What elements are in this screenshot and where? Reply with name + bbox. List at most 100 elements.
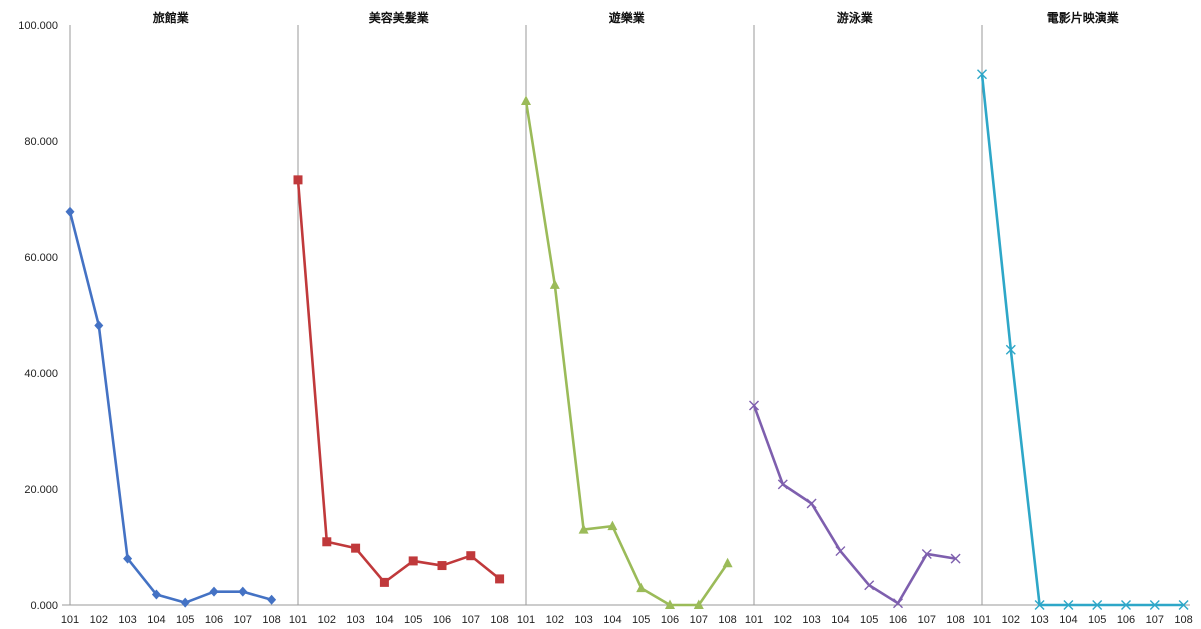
y-tick-label: 0.000: [30, 600, 58, 612]
series-panel-1: 旅館業 101 102 103 104 105 106 107 108: [61, 10, 281, 626]
x-tick-label: 104: [147, 614, 165, 626]
x-tick-label: 107: [1146, 614, 1164, 626]
data-point: [466, 551, 476, 561]
data-point: [521, 95, 531, 105]
data-point: [806, 498, 817, 509]
x-tick-label: 101: [745, 614, 763, 626]
data-point: [408, 556, 418, 566]
data-point: [578, 524, 589, 534]
data-point: [864, 580, 875, 591]
data-point: [1178, 600, 1189, 610]
data-point: [749, 400, 759, 411]
data-point: [65, 206, 75, 217]
x-tick-label: 105: [404, 614, 422, 626]
data-point: [1092, 600, 1103, 610]
x-tick-label: 105: [632, 614, 650, 626]
x-tick-label: 106: [205, 614, 223, 626]
x-tick-label: 107: [918, 614, 936, 626]
y-tick-label: 20.000: [24, 484, 58, 496]
x-tick-label: 102: [546, 614, 564, 626]
x-tick-label: 105: [176, 614, 194, 626]
data-point: [893, 598, 903, 609]
y-tick-label: 80.000: [24, 136, 58, 148]
data-point: [549, 279, 560, 289]
series-title: 美容美髮業: [369, 10, 430, 25]
data-point: [1034, 600, 1045, 610]
data-point: [1149, 600, 1160, 610]
x-tick-label: 105: [1088, 614, 1106, 626]
x-tick-label: 103: [346, 614, 364, 626]
x-tick-label: 102: [774, 614, 792, 626]
data-point: [351, 543, 361, 553]
x-tick-label: 108: [262, 614, 280, 626]
data-point: [607, 520, 618, 531]
data-point: [777, 479, 788, 490]
data-point: [238, 586, 248, 597]
x-tick-label: 103: [802, 614, 820, 626]
x-tick-label: 101: [973, 614, 991, 626]
series-panel-4: 游泳業 101 102 103 104 105 106 107 108: [745, 10, 965, 626]
series-line: [524, 100, 729, 607]
x-tick-label: 101: [289, 614, 307, 626]
data-point: [835, 546, 846, 557]
data-point: [921, 548, 932, 559]
data-point: [123, 553, 133, 564]
x-tick-label: 106: [1117, 614, 1135, 626]
data-point: [1005, 344, 1016, 355]
x-tick-label: 104: [603, 614, 621, 626]
series-line: [980, 74, 1184, 607]
x-tick-label: 103: [1030, 614, 1048, 626]
x-tick-label: 106: [889, 614, 907, 626]
data-point: [379, 577, 389, 587]
x-tick-label: 105: [860, 614, 878, 626]
x-tick-label: 102: [90, 614, 108, 626]
x-tick-label: 107: [462, 614, 480, 626]
series-title: 電影片映演業: [1047, 10, 1120, 25]
x-tick-label: 103: [118, 614, 136, 626]
x-tick-label: 104: [375, 614, 393, 626]
x-tick-label: 108: [490, 614, 508, 626]
series-panel-2: 美容美髮業 101 102 103 104 105 106 107 108: [289, 10, 509, 626]
data-point: [437, 561, 447, 571]
data-point: [977, 69, 987, 80]
x-tick-label: 108: [718, 614, 736, 626]
y-tick-label: 60.000: [24, 252, 58, 264]
x-tick-label: 104: [831, 614, 849, 626]
y-tick-label: 100.000: [18, 20, 58, 32]
series-panel-5: 電影片映演業 101 102 103 104 105 106 107 108: [973, 10, 1193, 626]
series-title: 旅館業: [153, 10, 190, 25]
x-tick-label: 108: [946, 614, 964, 626]
data-point: [693, 599, 704, 609]
x-tick-label: 101: [61, 614, 79, 626]
series-line: [68, 211, 272, 604]
x-tick-label: 104: [1059, 614, 1077, 626]
data-point: [322, 537, 332, 547]
series-line: [752, 405, 956, 605]
data-point: [94, 320, 104, 331]
data-point: [209, 586, 219, 597]
x-tick-label: 102: [318, 614, 336, 626]
y-tick-label: 40.000: [24, 368, 58, 380]
data-point: [950, 553, 961, 564]
data-point: [293, 175, 303, 185]
series-line: [296, 179, 501, 584]
data-point: [180, 597, 190, 608]
x-tick-label: 103: [574, 614, 592, 626]
x-tick-label: 106: [661, 614, 679, 626]
data-point: [722, 557, 733, 568]
data-point: [636, 582, 647, 593]
series-title: 遊樂業: [609, 10, 646, 25]
x-tick-label: 108: [1174, 614, 1192, 626]
data-point: [267, 594, 277, 605]
x-tick-label: 107: [690, 614, 708, 626]
data-point: [1121, 600, 1131, 610]
data-point: [495, 574, 505, 584]
data-point: [665, 599, 675, 609]
series-panel-3: 遊樂業 101 102 103 104 105 106 107 108: [517, 10, 737, 626]
data-point: [151, 589, 161, 600]
x-tick-label: 102: [1002, 614, 1020, 626]
x-tick-label: 106: [433, 614, 451, 626]
x-tick-label: 107: [234, 614, 252, 626]
